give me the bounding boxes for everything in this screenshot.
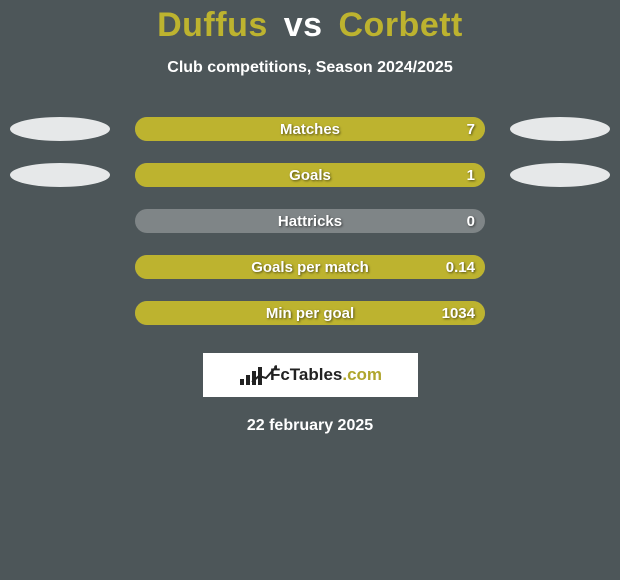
stat-label: Min per goal — [266, 305, 354, 322]
stat-row: Hattricks 0 — [135, 209, 485, 233]
stat-value-right: 7 — [467, 121, 475, 138]
brand-main: FcTables — [270, 365, 342, 384]
player1-avatar-placeholder — [10, 163, 110, 187]
brand-text: FcTables.com — [270, 365, 382, 385]
player2-avatar-placeholder — [510, 117, 610, 141]
stat-label: Matches — [280, 121, 340, 138]
player1-avatar-placeholder — [10, 117, 110, 141]
stat-value-right: 0 — [467, 213, 475, 230]
stat-value-right: 1 — [467, 167, 475, 184]
stat-row: Goals per match 0.14 — [135, 255, 485, 279]
chart-icon — [238, 365, 264, 385]
brand-suffix: .com — [342, 365, 382, 384]
page-title: Duffus vs Corbett — [0, 0, 620, 45]
stat-value-right: 1034 — [442, 305, 475, 322]
date-label: 22 february 2025 — [0, 417, 620, 435]
comparison-card: Duffus vs Corbett Club competitions, Sea… — [0, 0, 620, 580]
stat-row: Matches 7 — [135, 117, 485, 141]
vs-label: vs — [284, 6, 323, 44]
stat-label: Goals — [289, 167, 331, 184]
stat-value-right: 0.14 — [446, 259, 475, 276]
brand-box: FcTables.com — [203, 353, 418, 397]
player1-name: Duffus — [157, 6, 268, 44]
player2-name: Corbett — [339, 6, 463, 44]
player2-avatar-placeholder — [510, 163, 610, 187]
stat-label: Hattricks — [278, 213, 342, 230]
subtitle: Club competitions, Season 2024/2025 — [0, 59, 620, 77]
stat-label: Goals per match — [251, 259, 369, 276]
stat-row: Min per goal 1034 — [135, 301, 485, 325]
stat-rows: Matches 7 Goals 1 Hattricks 0 Goals per match 0… — [135, 117, 485, 325]
stat-row: Goals 1 — [135, 163, 485, 187]
